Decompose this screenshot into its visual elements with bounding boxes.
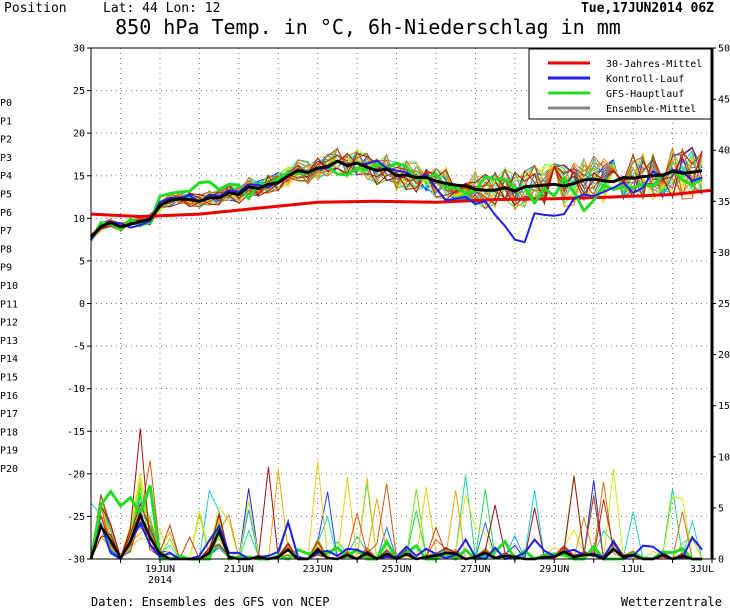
y-right-tick-label: 10 (718, 452, 730, 463)
member-label: P17 (0, 409, 18, 420)
brand: Wetterzentrale (621, 595, 722, 609)
y-left-tick-label: 15 (73, 171, 85, 182)
legend-label-gfs-main: GFS-Hauptlauf (606, 89, 684, 100)
y-left-tick-label: -5 (73, 342, 85, 353)
y-left-tick-label: -30 (67, 555, 85, 566)
legend-label-control: Kontroll-Lauf (606, 74, 684, 85)
x-tick-label: 19JUN (145, 564, 175, 575)
x-tick-label: 29JUN (539, 564, 569, 575)
member-label: P0 (0, 98, 12, 109)
y-right-tick-label: 40 (718, 146, 730, 157)
member-label: P5 (0, 190, 12, 201)
y-left-tick-label: -25 (67, 512, 85, 523)
x-tick-label: 3JUL (690, 564, 714, 575)
member-label: P14 (0, 354, 18, 365)
member-label: P12 (0, 318, 18, 329)
climate-mean-line (90, 188, 713, 219)
run-time: Tue,17JUN2014 06Z (581, 1, 714, 16)
member-label: P19 (0, 446, 18, 457)
y-right-tick-label: 0 (718, 555, 724, 566)
member-label: P2 (0, 135, 12, 146)
y-left-tick-label: 25 (73, 86, 85, 97)
y-left-tick-label: -10 (67, 384, 85, 395)
main-series (89, 159, 713, 562)
y-left-tick-label: 20 (73, 129, 85, 140)
y-left-tick-label: 30 (73, 44, 85, 55)
x-tick-label: 21JUN (224, 564, 254, 575)
control-temp-line (90, 159, 703, 244)
member-label: P6 (0, 208, 12, 219)
member-label-column: P0 P1 P2 P3 P4 P5 P6 P7 P8 P9 P10 P11 P12 P13 P14 P15 P1… (0, 98, 18, 475)
y-axis-left-temp: -30 -25 -20 -15 -10 -5 0 5 10 15 20 25 30 (67, 44, 91, 566)
y-left-tick-label: 0 (79, 299, 85, 310)
member-label: P16 (0, 391, 18, 402)
x-tick-label: 25JUN (382, 564, 412, 575)
x-tick-label: 23JUN (303, 564, 333, 575)
member-label: P20 (0, 464, 18, 475)
y-right-tick-label: 50 (718, 44, 730, 55)
y-axis-right-precip: 0 5 10 15 20 25 30 35 40 45 50 (712, 44, 730, 566)
x-tick-label: 27JUN (460, 564, 490, 575)
member-label: P3 (0, 153, 12, 164)
member-label: P15 (0, 373, 18, 384)
y-right-tick-label: 35 (718, 197, 730, 208)
y-left-tick-label: 5 (79, 256, 85, 267)
member-label: P13 (0, 336, 18, 347)
y-left-tick-label: -20 (67, 469, 85, 480)
y-right-tick-label: 20 (718, 350, 730, 361)
y-right-tick-label: 25 (718, 299, 730, 310)
y-right-tick-label: 30 (718, 248, 730, 259)
member-label: P8 (0, 244, 12, 255)
member-label: P11 (0, 299, 18, 310)
y-right-tick-label: 45 (718, 95, 730, 106)
y-right-tick-label: 15 (718, 401, 730, 412)
chart-title: 850 hPa Temp. in °C, 6h-Niederschlag in … (115, 15, 621, 39)
member-temp-line (90, 153, 703, 240)
member-label: P1 (0, 116, 12, 127)
legend: 30-Jahres-Mittel Kontroll-Lauf GFS-Haupt… (528, 48, 712, 120)
member-label: P4 (0, 171, 12, 182)
gfs-main-temp-line (89, 161, 704, 242)
member-label: P7 (0, 226, 12, 237)
ensemble-mean-temp-line (89, 159, 703, 239)
x-tick-label: 1JUL (621, 564, 645, 575)
member-label: P18 (0, 427, 18, 438)
grid (91, 48, 712, 559)
y-left-tick-label: -15 (67, 427, 85, 438)
member-label: P10 (0, 281, 18, 292)
lat-lon: Lat: 44 Lon: 12 (103, 1, 220, 16)
data-source: Daten: Ensembles des GFS von NCEP (91, 595, 329, 609)
y-left-tick-label: 10 (73, 214, 85, 225)
legend-label-ensemble-mean: Ensemble-Mittel (606, 104, 696, 115)
legend-label-climate: 30-Jahres-Mittel (606, 59, 702, 70)
x-tick-year-label: 2014 (148, 575, 172, 586)
y-right-tick-label: 5 (718, 503, 724, 514)
position-label: Position (4, 1, 67, 16)
member-label: P9 (0, 263, 12, 274)
